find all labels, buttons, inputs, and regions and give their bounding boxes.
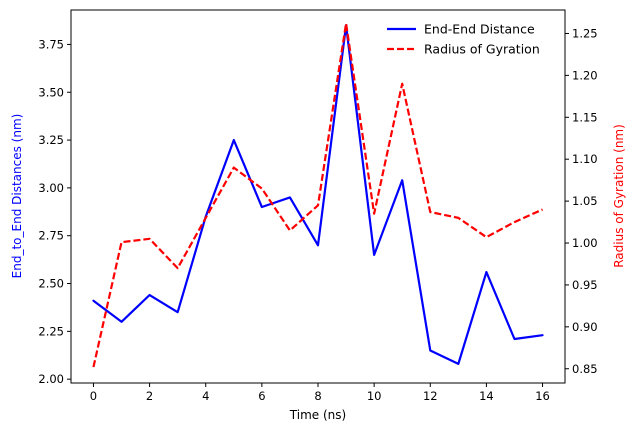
- y-axis-left-label: End_to_End Distances (nm): [10, 114, 24, 279]
- y-left-tick-label: 3.75: [38, 37, 64, 51]
- y-right-tick-label: 0.85: [572, 362, 598, 376]
- y-right-tick-label: 1.05: [572, 194, 598, 208]
- y-axis-right-label: Radius of Gyration (nm): [612, 124, 626, 268]
- y-right-tick-label: 1.15: [572, 110, 598, 124]
- x-tick-label: 14: [479, 389, 494, 403]
- plot-area: [71, 10, 565, 383]
- x-tick-label: 2: [146, 389, 153, 403]
- x-tick-label: 6: [258, 389, 265, 403]
- y-right-tick-label: 1.10: [572, 152, 598, 166]
- legend: End-End Distance Radius of Gyration: [387, 22, 540, 57]
- x-tick-label: 16: [535, 389, 550, 403]
- series-line-end-end-distance: [92, 24, 544, 365]
- y-right-tick-label: 1.00: [572, 236, 598, 250]
- y-left-tick-label: 2.50: [38, 277, 64, 291]
- x-tick-label: 0: [90, 389, 97, 403]
- x-axis: 0 2 4 6 8 10 12 14 16: [90, 383, 550, 403]
- series-line-radius-of-gyration: [92, 22, 543, 368]
- x-tick-label: 4: [202, 389, 209, 403]
- x-tick-label: 10: [367, 389, 382, 403]
- y-right-tick-label: 1.20: [572, 68, 598, 82]
- y-left-tick-label: 2.25: [38, 324, 64, 338]
- legend-label-end-end-distance: End-End Distance: [424, 22, 535, 37]
- x-axis-label: Time (ns): [289, 408, 346, 422]
- y-axis-right: 0.85 0.90 0.95 1.00 1.05 1.10 1.15 1.20 1.25: [565, 26, 598, 376]
- series-layer: [92, 22, 544, 368]
- y-left-tick-label: 2.00: [38, 372, 64, 386]
- y-left-tick-label: 2.75: [38, 229, 64, 243]
- y-left-tick-label: 3.25: [38, 133, 64, 147]
- y-left-tick-label: 3.00: [38, 181, 64, 195]
- legend-label-radius-of-gyration: Radius of Gyration: [424, 42, 540, 57]
- y-left-tick-label: 3.50: [38, 85, 64, 99]
- x-tick-label: 12: [423, 389, 438, 403]
- x-tick-label: 8: [314, 389, 321, 403]
- y-right-tick-label: 1.25: [572, 26, 598, 40]
- y-axis-left: 2.00 2.25 2.50 2.75 3.00 3.25 3.50 3.75: [38, 37, 71, 386]
- y-right-tick-label: 0.90: [572, 320, 598, 334]
- y-right-tick-label: 0.95: [572, 278, 598, 292]
